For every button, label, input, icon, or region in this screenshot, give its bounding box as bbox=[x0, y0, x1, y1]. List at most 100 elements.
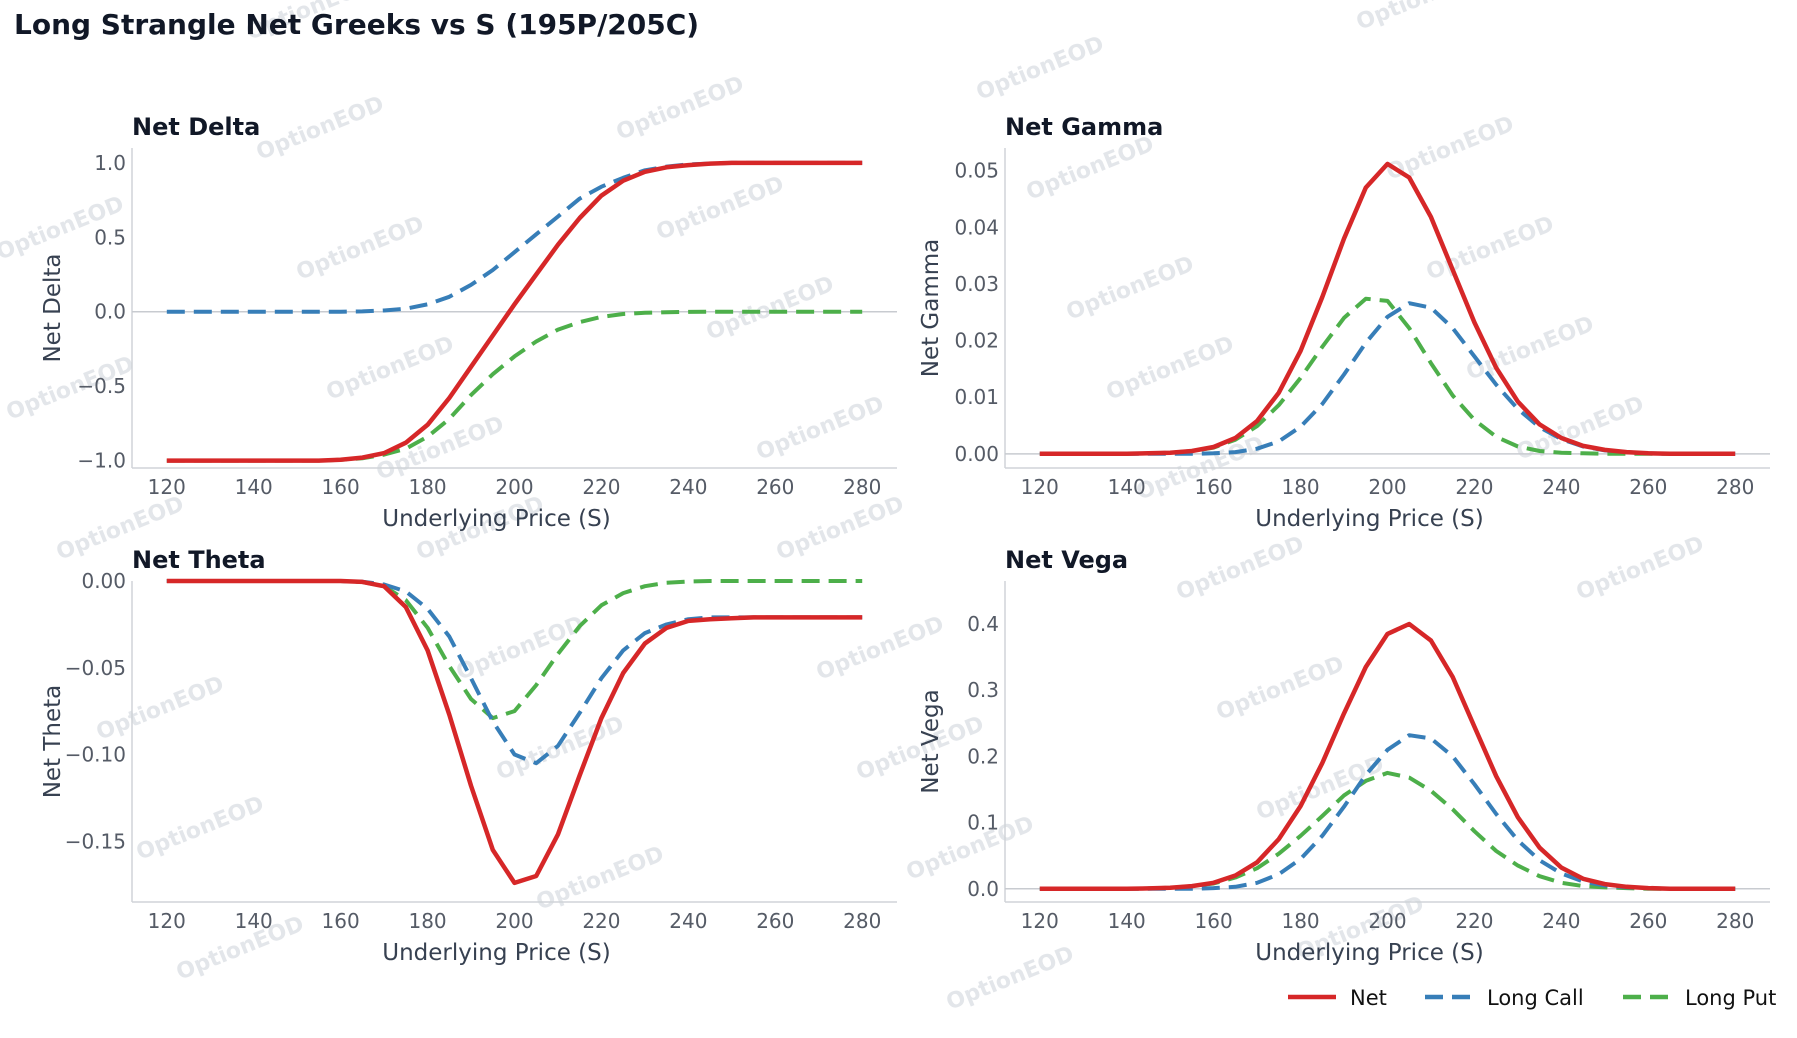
y-tick-label: −0.5 bbox=[77, 374, 126, 398]
y-axis-label: Net Vega bbox=[918, 689, 944, 793]
watermark-text: OptionEOD bbox=[1103, 332, 1238, 406]
x-tick-label: 120 bbox=[148, 475, 186, 499]
panel-title: Net Gamma bbox=[1005, 113, 1163, 141]
watermark-text: OptionEOD bbox=[493, 712, 628, 786]
x-tick-label: 180 bbox=[408, 909, 446, 933]
series-line-net bbox=[1039, 621, 1736, 892]
watermark-text: OptionEOD bbox=[253, 92, 388, 166]
x-tick-label: 240 bbox=[669, 475, 707, 499]
x-tick-label: 140 bbox=[235, 475, 273, 499]
x-tick-label: 120 bbox=[1021, 475, 1059, 499]
x-axis-label: Underlying Price (S) bbox=[382, 506, 610, 532]
series-line-long-call bbox=[1039, 733, 1736, 891]
y-tick-label: 1.0 bbox=[94, 151, 126, 175]
legend-label: Long Call bbox=[1487, 986, 1584, 1010]
series-line-long-put bbox=[1039, 770, 1736, 891]
panel-gamma: Net Gamma 120 140 160 180 200 220 240 260 280 0.05… bbox=[918, 113, 1770, 532]
x-tick-label: 260 bbox=[756, 909, 794, 933]
series-line-long-call bbox=[166, 579, 863, 766]
y-tick-label: 0.0 bbox=[967, 877, 999, 901]
x-axis-label: Underlying Price (S) bbox=[1255, 940, 1483, 966]
panel-title: Net Delta bbox=[132, 113, 260, 141]
y-tick-label: 0.1 bbox=[967, 811, 999, 835]
y-axis-label: Net Theta bbox=[40, 685, 66, 799]
watermark-text: OptionEOD bbox=[133, 792, 268, 866]
x-tick-label: 240 bbox=[669, 909, 707, 933]
x-tick-label: 280 bbox=[1716, 475, 1754, 499]
x-tick-label: 120 bbox=[148, 909, 186, 933]
watermark-text: OptionEOD bbox=[653, 172, 788, 246]
watermark-text: OptionEOD bbox=[293, 212, 428, 286]
x-tick-label: 220 bbox=[582, 909, 620, 933]
panel-vega: Net Vega 120 140 160 180 200 220 240 260 280 0.4 0.… bbox=[918, 546, 1770, 966]
x-tick-label: 180 bbox=[408, 475, 446, 499]
watermark-text: OptionEOD bbox=[1353, 0, 1488, 36]
y-tick-label: 0.2 bbox=[967, 744, 999, 768]
watermark-text: OptionEOD bbox=[973, 32, 1108, 106]
legend-label: Long Put bbox=[1685, 986, 1776, 1010]
y-axis-label: Net Gamma bbox=[918, 239, 944, 378]
x-tick-label: 180 bbox=[1281, 909, 1319, 933]
y-tick-label: −0.05 bbox=[65, 656, 126, 680]
x-tick-label: 220 bbox=[1455, 475, 1493, 499]
y-tick-label: 0.00 bbox=[954, 442, 999, 466]
x-tick-label: 160 bbox=[1195, 475, 1233, 499]
y-tick-label: −1.0 bbox=[77, 449, 126, 473]
y-tick-label: 0.05 bbox=[954, 159, 999, 183]
series-line-net bbox=[166, 578, 863, 886]
legend-label: Net bbox=[1350, 986, 1387, 1010]
y-axis-label: Net Delta bbox=[40, 253, 66, 362]
panel-theta: Net Theta 120 140 160 180 200 220 240 260 280 0.00… bbox=[40, 546, 897, 966]
watermark-text: OptionEOD bbox=[753, 392, 888, 466]
watermark-text: OptionEOD bbox=[93, 672, 228, 746]
x-tick-label: 160 bbox=[322, 909, 360, 933]
x-axis-label: Underlying Price (S) bbox=[1255, 506, 1483, 532]
watermark-text: OptionEOD bbox=[533, 842, 668, 916]
y-tick-label: 0.0 bbox=[94, 300, 126, 324]
y-tick-label: 0.03 bbox=[954, 272, 999, 296]
panel-title: Net Vega bbox=[1005, 546, 1128, 574]
watermark-text: OptionEOD bbox=[813, 612, 948, 686]
y-tick-label: 0.3 bbox=[967, 678, 999, 702]
watermark-text: OptionEOD bbox=[1573, 532, 1708, 606]
x-tick-label: 240 bbox=[1542, 475, 1580, 499]
x-tick-label: 140 bbox=[235, 909, 273, 933]
y-tick-label: −0.10 bbox=[65, 743, 126, 767]
watermark-text: OptionEOD bbox=[1213, 652, 1348, 726]
figure-title: Long Strangle Net Greeks vs S (195P/205C… bbox=[14, 8, 699, 41]
x-tick-label: 260 bbox=[1629, 475, 1667, 499]
legend: Net Long Call Long Put bbox=[1288, 986, 1776, 1010]
watermark-text: OptionEOD bbox=[773, 492, 908, 566]
watermark-text: OptionEOD bbox=[453, 612, 588, 686]
series-line-long-put bbox=[166, 309, 863, 463]
x-tick-label: 160 bbox=[322, 475, 360, 499]
y-tick-label: 0.5 bbox=[94, 225, 126, 249]
x-tick-label: 280 bbox=[843, 909, 881, 933]
watermark-text: OptionEOD bbox=[703, 272, 838, 346]
x-tick-label: 200 bbox=[495, 909, 533, 933]
watermark-text: OptionEOD bbox=[1023, 132, 1158, 206]
watermark-text: OptionEOD bbox=[1463, 312, 1598, 386]
watermark-text: OptionEOD bbox=[1063, 252, 1198, 326]
watermark-text: OptionEOD bbox=[323, 332, 458, 406]
y-tick-label: 0.04 bbox=[954, 215, 999, 239]
watermark-text: OptionEOD bbox=[1173, 532, 1308, 606]
x-tick-label: 140 bbox=[1108, 475, 1146, 499]
x-tick-label: 200 bbox=[495, 475, 533, 499]
y-tick-label: 0.01 bbox=[954, 385, 999, 409]
series-line-net bbox=[1039, 161, 1736, 457]
x-axis-label: Underlying Price (S) bbox=[382, 940, 610, 966]
y-tick-label: 0.00 bbox=[81, 569, 126, 593]
y-tick-label: 0.02 bbox=[954, 329, 999, 353]
y-tick-label: 0.4 bbox=[967, 612, 999, 636]
x-tick-label: 200 bbox=[1368, 909, 1406, 933]
x-tick-label: 180 bbox=[1281, 475, 1319, 499]
x-tick-label: 220 bbox=[582, 475, 620, 499]
x-tick-label: 240 bbox=[1542, 909, 1580, 933]
x-tick-label: 280 bbox=[1716, 909, 1754, 933]
x-tick-label: 140 bbox=[1108, 909, 1146, 933]
panel-delta: Net Delta 120 140 160 180 200 220 240 260 280 1.0 0… bbox=[40, 113, 897, 532]
series-line-net bbox=[166, 160, 863, 463]
